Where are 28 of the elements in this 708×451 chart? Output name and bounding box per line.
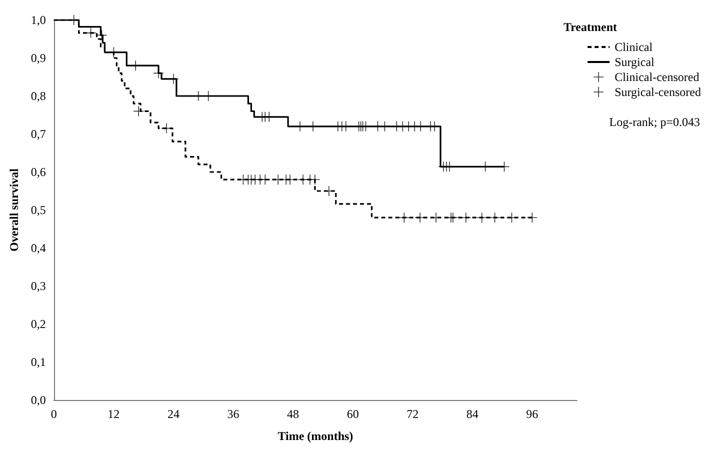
y-tick-label: 0,3 [30, 279, 46, 293]
y-tick-label: 0,2 [30, 317, 46, 331]
x-tick-label: 12 [108, 407, 120, 421]
y-tick-label: 0,8 [30, 89, 46, 103]
y-tick-label: 0,1 [30, 355, 46, 369]
x-tick-label: 96 [526, 407, 538, 421]
y-tick-label: 0,7 [30, 127, 46, 141]
y-tick-label: 0,5 [30, 203, 46, 217]
y-axis-title: Overall survival [7, 168, 21, 252]
y-tick-label: 0,9 [30, 51, 46, 65]
y-tick-label: 0,0 [30, 393, 46, 407]
legend-label: Surgical [614, 55, 656, 69]
y-tick-label: 0,6 [30, 165, 46, 179]
y-tick-label: 1,0 [30, 13, 46, 27]
legend-label: Clinical-censored [614, 70, 700, 84]
x-tick-label: 36 [227, 407, 240, 421]
x-tick-label: 48 [287, 407, 300, 421]
x-tick-label: 60 [346, 407, 359, 421]
text: Log-rank; p=0.043 [609, 115, 700, 129]
legend-label: Surgical-censored [614, 85, 702, 99]
x-tick-label: 0 [50, 407, 57, 421]
x-tick-label: 72 [406, 407, 419, 421]
legend-label: Clinical [614, 40, 654, 54]
x-axis-title: Time (months) [278, 429, 354, 443]
x-tick-label: 84 [466, 407, 478, 421]
x-tick-label: 24 [167, 407, 180, 421]
legend-title: Treatment [563, 20, 618, 34]
y-tick-label: 0,4 [30, 241, 46, 255]
